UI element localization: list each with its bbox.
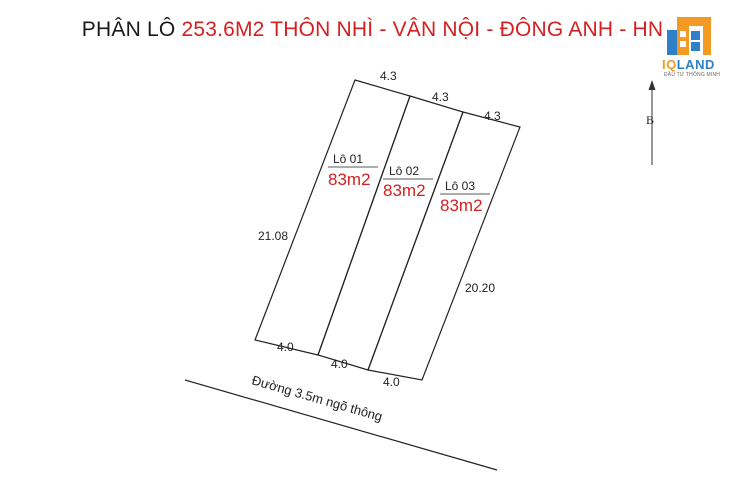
road-label: Đường 3.5m ngõ thông — [250, 372, 384, 424]
lot-03-outline — [367, 111, 521, 381]
lot-02-name: Lô 02 — [389, 164, 419, 178]
lot-01-area: 83m2 — [328, 170, 371, 189]
lot-03-area: 83m2 — [440, 196, 483, 215]
title-highlight: 253.6M2 THÔN NHÌ - VÂN NỘI - ĐÔNG ANH - … — [181, 18, 664, 41]
dim-top-lot-03: 4.3 — [484, 109, 501, 123]
dim-top-lot-02: 4.3 — [432, 90, 449, 104]
brand-name: IQLAND — [662, 57, 732, 72]
brand-tagline: ĐẦU TƯ THÔNG MINH — [664, 72, 721, 78]
road-line — [184, 379, 498, 471]
lot-03-name: Lô 03 — [445, 179, 475, 193]
dim-bottom-lot-01: 4.0 — [277, 340, 294, 354]
brand-suffix: LAND — [676, 57, 715, 72]
north-arrow-icon — [648, 80, 656, 165]
dim-bottom-lot-02: 4.0 — [331, 357, 348, 371]
dim-right-side: 20.20 — [465, 281, 495, 295]
lot-02-area: 83m2 — [383, 181, 426, 200]
brand-prefix: IQ — [662, 57, 677, 72]
building-logo-icon — [667, 17, 711, 55]
dim-bottom-lot-03: 4.0 — [383, 375, 400, 389]
lot-01-name: Lô 01 — [333, 152, 363, 166]
dim-left-side: 21.08 — [258, 229, 288, 243]
dim-top-lot-01: 4.3 — [380, 69, 397, 83]
page-title: PHÂN LÔ 253.6M2 THÔN NHÌ - VÂN NỘI - ĐÔN… — [0, 18, 745, 42]
north-label: B — [646, 113, 654, 127]
title-prefix: PHÂN LÔ — [81, 18, 182, 41]
